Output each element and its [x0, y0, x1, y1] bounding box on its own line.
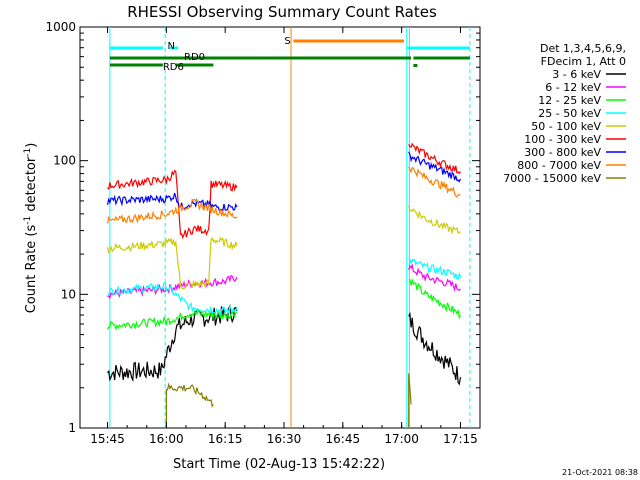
series-line-1-seg-0 — [107, 274, 238, 300]
y-tick-label-1: 10 — [61, 287, 76, 301]
legend: Det 1,3,4,5,6,9,FDecim 1, Att 03 - 6 keV… — [503, 42, 626, 185]
series-line-2-seg-0 — [106, 309, 238, 331]
label-rd0: RD0 — [184, 52, 205, 63]
series-line-1-seg-1 — [408, 263, 461, 292]
legend-label-7: 800 - 7000 keV — [517, 159, 601, 172]
series-line-3-seg-0 — [107, 281, 238, 316]
label-rd6: RD6 — [163, 62, 184, 73]
series-line-7-seg-1 — [408, 166, 461, 198]
series-line-0-seg-0 — [107, 303, 238, 383]
legend-label-6: 300 - 800 keV — [524, 146, 601, 159]
y-tick-label-0: 1 — [68, 421, 76, 435]
legend-label-2: 12 - 25 keV — [538, 94, 601, 107]
series-line-4-seg-1 — [408, 204, 461, 235]
chart-title: RHESSI Observing Summary Count Rates — [127, 3, 437, 21]
plot-frame — [79, 26, 481, 429]
y-axis-label: Count Rate (s-1 detector-1) — [23, 143, 39, 314]
legend-label-3: 25 - 50 keV — [538, 107, 601, 120]
legend-label-5: 100 - 300 keV — [524, 133, 601, 146]
series-line-6-seg-1 — [408, 151, 462, 183]
legend-header-1: FDecim 1, Att 0 — [541, 55, 626, 68]
series-line-8-seg-1 — [408, 373, 412, 428]
series-line-8-seg-0 — [165, 382, 214, 428]
x-tick-label-1: 16:00 — [149, 432, 184, 446]
data-series — [106, 142, 462, 428]
decim-dot — [413, 64, 418, 67]
series-line-6-seg-0 — [106, 192, 238, 212]
plot-border — [79, 26, 481, 429]
legend-header-0: Det 1,3,4,5,6,9, — [540, 42, 626, 55]
x-axis-label: Start Time (02-Aug-13 15:42:22) — [173, 457, 385, 472]
legend-label-8: 7000 - 15000 keV — [503, 172, 601, 185]
x-tick-label-6: 17:15 — [443, 432, 478, 446]
series-line-2-seg-1 — [408, 277, 462, 320]
x-tick-label-3: 16:30 — [267, 432, 302, 446]
series-line-5-seg-1 — [408, 142, 461, 175]
footer-timestamp: 21-Oct-2021 08:38 — [562, 468, 638, 477]
legend-label-0: 3 - 6 keV — [552, 68, 601, 81]
series-line-3-seg-1 — [408, 258, 462, 280]
axes: 15:45 16:00 16:15 16:30 16:45 17:00 17:15 1 10 10… — [45, 20, 480, 446]
y-tick-label-3: 1000 — [45, 20, 76, 34]
x-tick-label-5: 17:00 — [384, 432, 419, 446]
x-tick-label-0: 15:45 — [90, 432, 125, 446]
label-n: N — [168, 41, 175, 52]
legend-label-4: 50 - 100 keV — [531, 120, 601, 133]
x-tick-label-4: 16:45 — [326, 432, 361, 446]
x-tick-label-2: 16:15 — [208, 432, 243, 446]
series-line-0-seg-1 — [408, 311, 462, 386]
y-tick-label-2: 100 — [53, 154, 76, 168]
label-s: S — [284, 36, 290, 47]
series-line-5-seg-0 — [107, 169, 238, 240]
legend-label-1: 6 - 12 keV — [545, 81, 601, 94]
series-line-4-seg-0 — [106, 236, 238, 290]
series-line-7-seg-0 — [106, 198, 238, 224]
